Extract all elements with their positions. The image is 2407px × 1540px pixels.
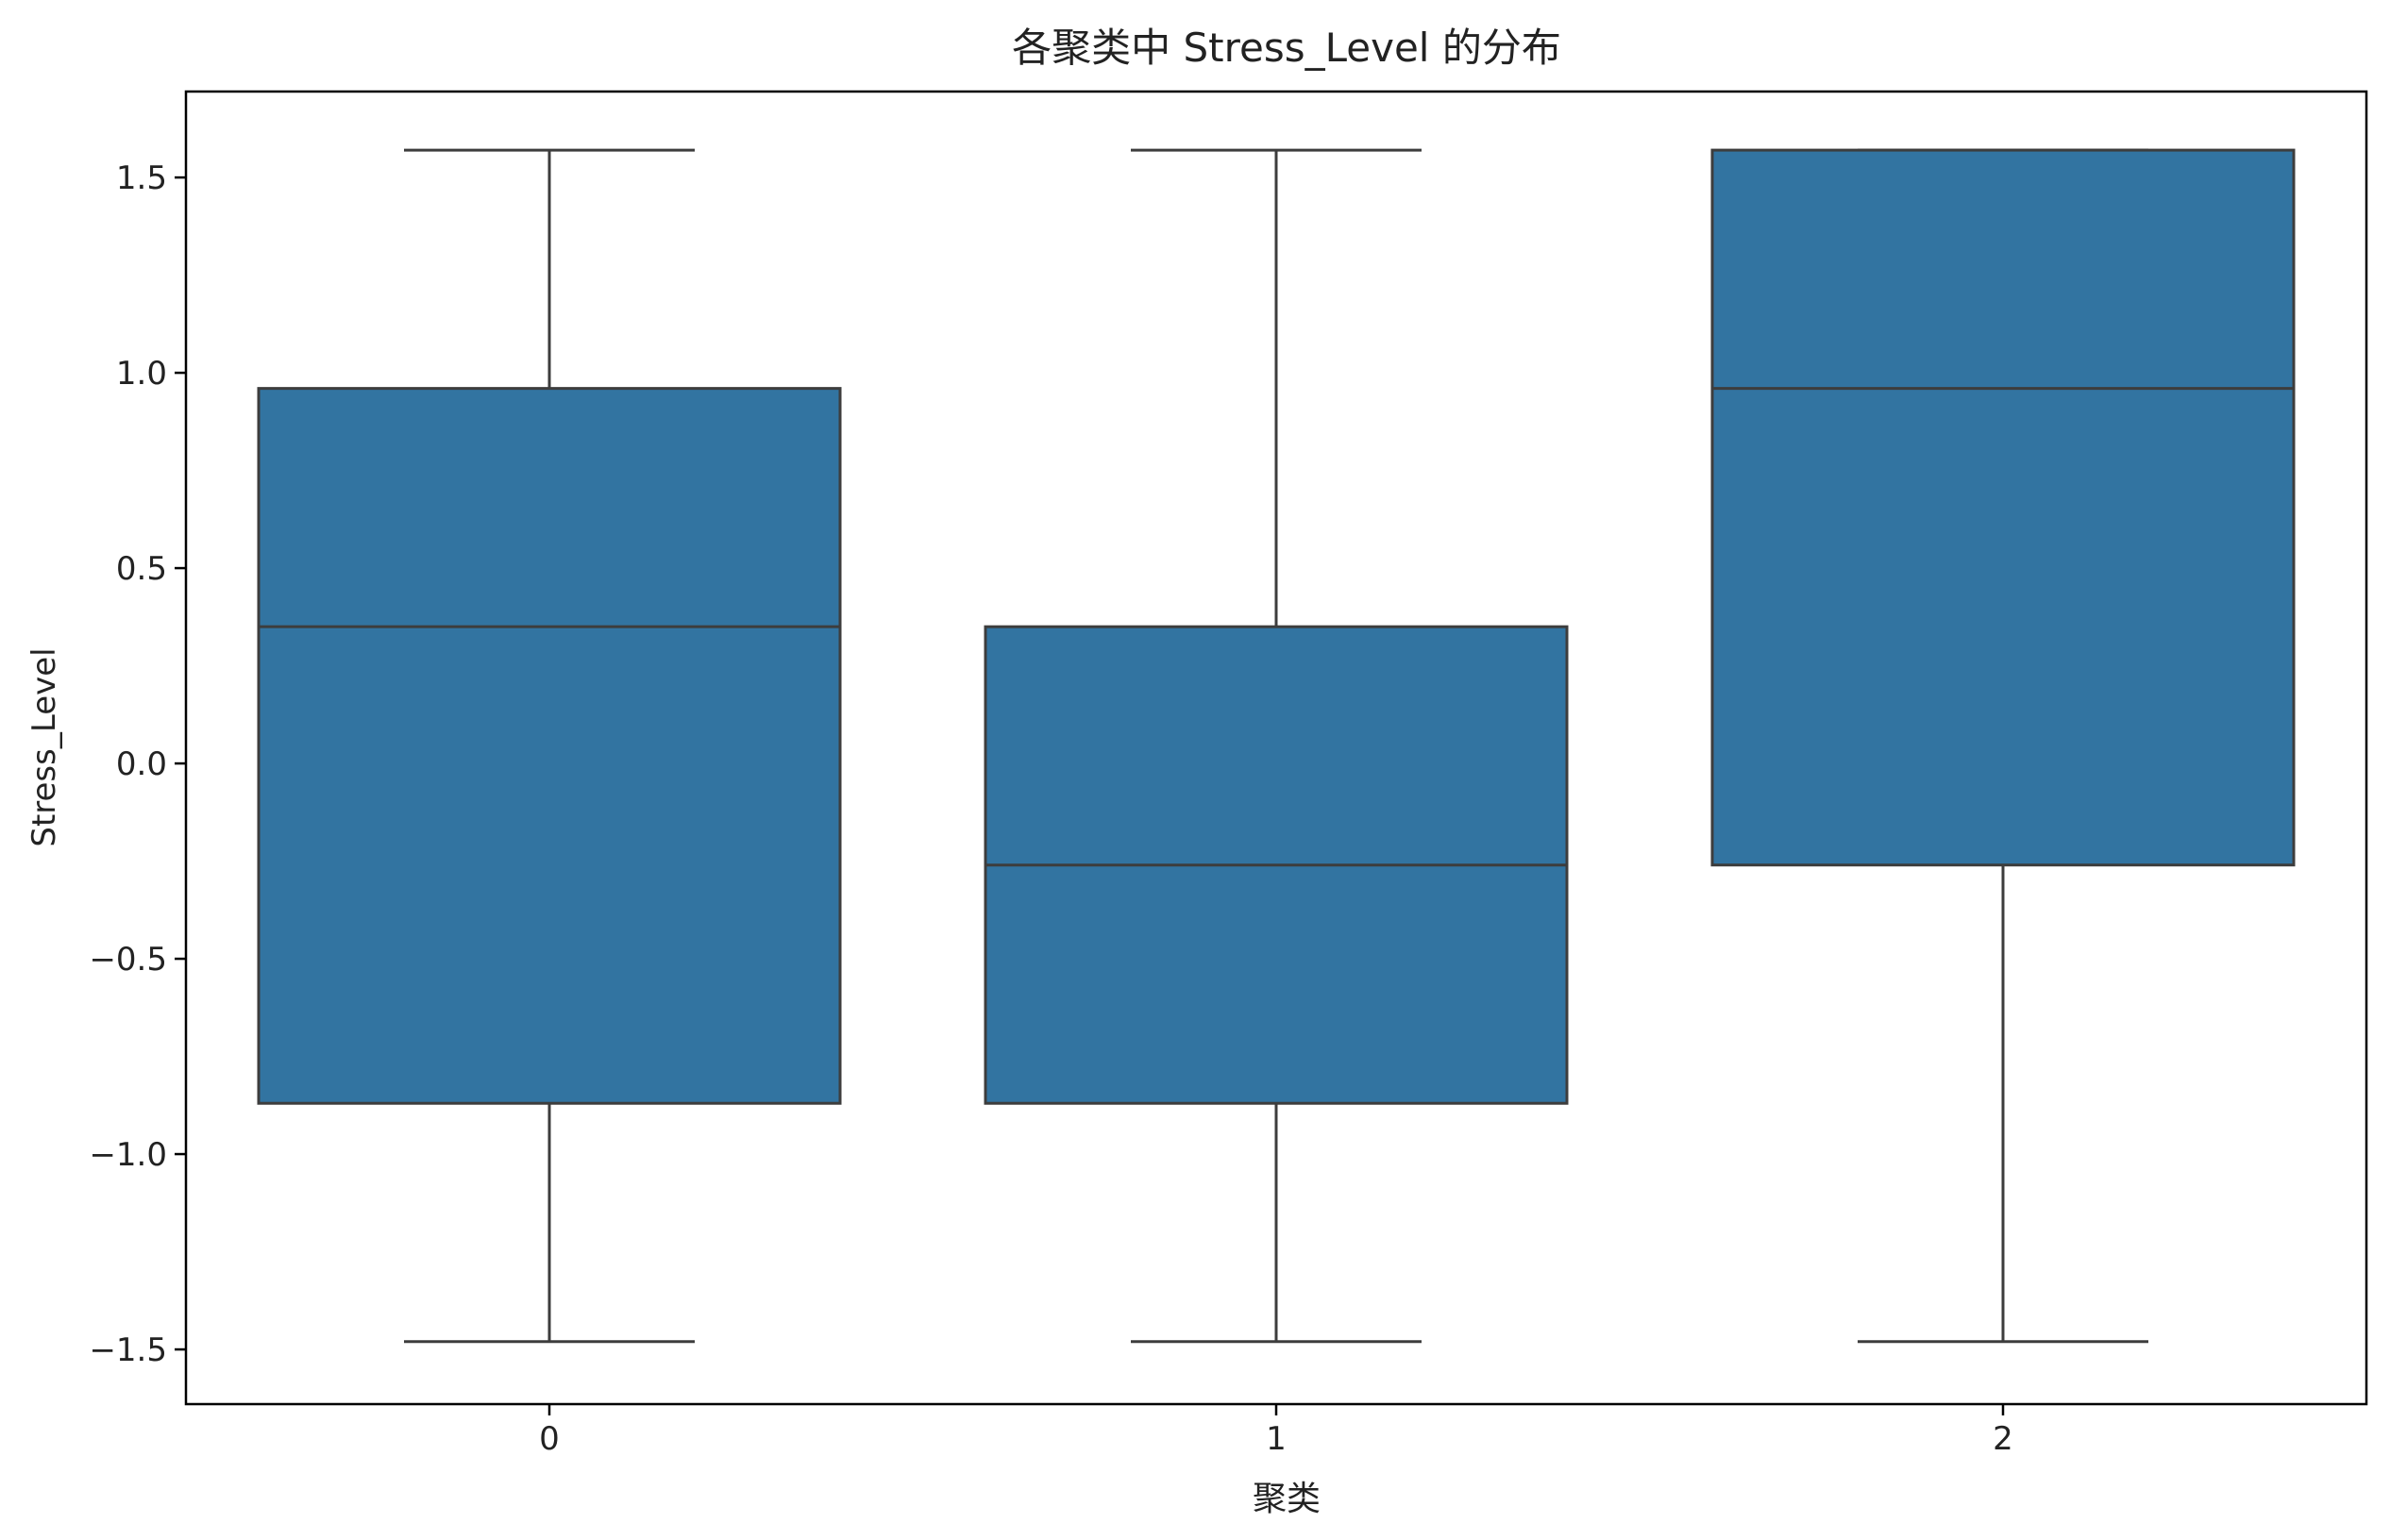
y-axis-label: Stress_Level [25,647,63,846]
chart-title: 各聚类中 Stress_Level 的分布 [1012,25,1561,71]
iqr-box [1710,148,2296,867]
y-axis: −1.5 −1.0 −0.5 0.0 0.5 1.0 1.5 [89,159,186,1369]
box-cluster-0 [257,148,842,1344]
iqr-box [257,387,842,1105]
box-cluster-2 [1710,148,2296,1344]
x-tick-label: 2 [1993,1420,2013,1458]
y-tick-label: −0.5 [89,941,167,979]
x-axis-label: 聚类 [1253,1480,1321,1518]
y-tick-label: 1.5 [116,159,167,197]
x-axis: 0 1 2 [539,1404,2013,1458]
y-tick-label: −1.5 [89,1331,167,1369]
y-tick-label: 0.5 [116,550,167,588]
plot-area [257,148,2296,1344]
y-tick-label: 1.0 [116,355,167,393]
y-tick-label: 0.0 [116,745,167,783]
box-cluster-1 [984,148,1569,1344]
x-tick-label: 1 [1266,1420,1287,1458]
x-tick-label: 0 [539,1420,560,1458]
y-tick-label: −1.0 [89,1136,167,1174]
